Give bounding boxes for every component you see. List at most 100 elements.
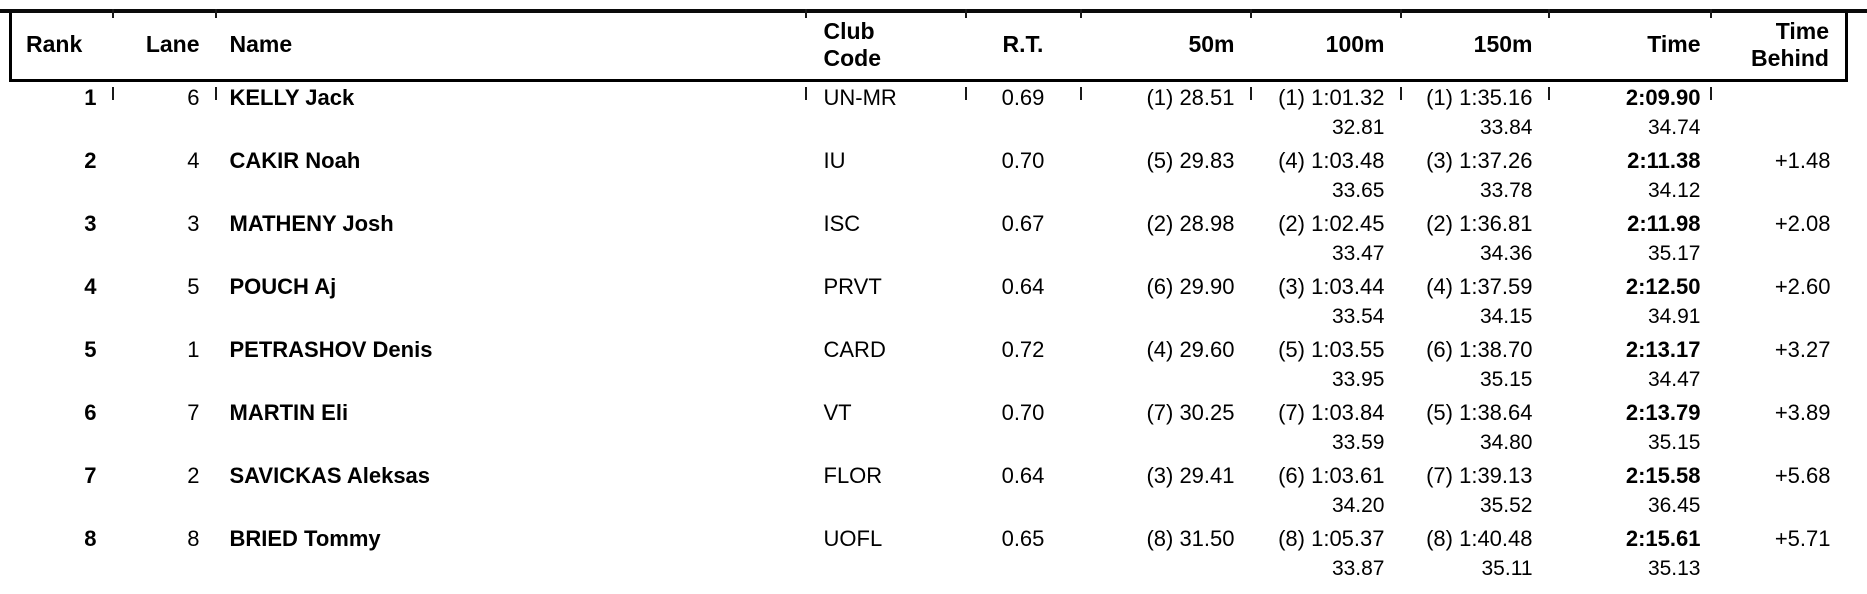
subsplit-empty-cell [1711, 428, 1847, 458]
subsplit-last-50m-cell: 34.12 [1647, 179, 1701, 202]
split-50m-cell: (4) 29.60 [1146, 337, 1235, 362]
final-time-cell: 2:15.61 [1625, 526, 1701, 551]
time-behind-cell: +5.71 [1774, 526, 1831, 551]
subsplit-spacer-cell [11, 554, 1251, 584]
reaction-time-cell: 0.65 [1001, 526, 1045, 551]
time-behind-cell: +1.48 [1774, 148, 1831, 173]
time-behind-cell: +3.89 [1774, 400, 1831, 425]
subsplit-empty-cell [1711, 113, 1847, 143]
club-code-cell: PRVT [823, 274, 882, 299]
split-50m-cell: (8) 31.50 [1146, 526, 1235, 551]
reaction-time-cell: 0.67 [1001, 211, 1045, 236]
swimmer-name-cell: BRIED Tommy [229, 526, 381, 551]
split-50m-cell: (6) 29.90 [1146, 274, 1235, 299]
subsplit-100m-cell: 32.81 [1331, 116, 1385, 139]
column-tick [112, 9, 114, 18]
subsplit-spacer-cell [11, 428, 1251, 458]
lane-cell: 3 [187, 211, 200, 236]
column-tick [965, 9, 967, 18]
table-row: 1 6 KELLY Jack UN-MR 0.69 (1) 28.51 (1) … [11, 80, 1847, 113]
table-row: 8 8 BRIED Tommy UOFL 0.65 (8) 31.50 (8) … [11, 521, 1847, 554]
table-row-subsplits: 33.59 34.80 35.15 [11, 428, 1847, 458]
lane-cell: 2 [187, 463, 200, 488]
final-time-cell: 2:13.17 [1625, 337, 1701, 362]
reaction-time-cell: 0.72 [1001, 337, 1045, 362]
subsplit-last-50m-cell: 35.17 [1647, 242, 1701, 265]
time-behind-cell: +2.08 [1774, 211, 1831, 236]
split-50m-cell: (1) 28.51 [1146, 85, 1235, 110]
club-code-cell: VT [823, 400, 852, 425]
club-code-cell: CARD [823, 337, 886, 362]
split-150m-cell: (1) 1:35.16 [1426, 85, 1533, 110]
split-150m-cell: (7) 1:39.13 [1426, 463, 1533, 488]
subsplit-empty-cell [1711, 554, 1847, 584]
swimmer-name-cell: POUCH Aj [229, 274, 337, 299]
split-100m-cell: (5) 1:03.55 [1278, 337, 1385, 362]
rank-cell: 6 [84, 400, 97, 425]
col-header-rank: Rank [9, 9, 113, 82]
page-top-rule [0, 9, 1867, 13]
time-behind-cell: +5.68 [1774, 463, 1831, 488]
subsplit-last-50m-cell: 34.91 [1647, 305, 1701, 328]
final-time-cell: 2:09.90 [1625, 85, 1701, 110]
table-row-subsplits: 33.87 35.11 35.13 [11, 554, 1847, 584]
reaction-time-cell: 0.64 [1001, 463, 1045, 488]
club-code-cell: IU [823, 148, 846, 173]
swimmer-name-cell: PETRASHOV Denis [229, 337, 433, 362]
final-time-cell: 2:12.50 [1625, 274, 1701, 299]
column-tick [1710, 9, 1712, 18]
subsplit-spacer-cell [11, 239, 1251, 269]
subsplit-100m-cell: 33.54 [1331, 305, 1385, 328]
club-code-cell: FLOR [823, 463, 883, 488]
subsplit-last-50m-cell: 34.47 [1647, 368, 1701, 391]
split-50m-cell: (7) 30.25 [1146, 400, 1235, 425]
time-behind-cell [1711, 80, 1847, 113]
time-behind-cell: +3.27 [1774, 337, 1831, 362]
lane-cell: 4 [187, 148, 200, 173]
reaction-time-cell: 0.70 [1001, 400, 1045, 425]
table-row-subsplits: 33.54 34.15 34.91 [11, 302, 1847, 332]
lane-cell: 8 [187, 526, 200, 551]
reaction-time-cell: 0.64 [1001, 274, 1045, 299]
split-150m-cell: (2) 1:36.81 [1426, 211, 1533, 236]
subsplit-100m-cell: 34.20 [1331, 494, 1385, 517]
rank-cell: 4 [84, 274, 97, 299]
reaction-time-cell: 0.70 [1001, 148, 1045, 173]
split-50m-cell: (2) 28.98 [1146, 211, 1235, 236]
lane-cell: 5 [187, 274, 200, 299]
col-header-50m: 50m [1080, 9, 1251, 82]
column-tick [1250, 9, 1252, 18]
subsplit-last-50m-cell: 35.15 [1647, 431, 1701, 454]
subsplit-150m-cell: 34.15 [1479, 305, 1533, 328]
rank-cell: 2 [84, 148, 97, 173]
col-header-100m: 100m [1250, 9, 1401, 82]
swimmer-name-cell: MATHENY Josh [229, 211, 394, 236]
subsplit-100m-cell: 33.47 [1331, 242, 1385, 265]
results-page: Rank Lane Name Club Code R.T. 50m 100m 1… [0, 9, 1867, 594]
subsplit-last-50m-cell: 35.13 [1647, 557, 1701, 580]
table-row: 2 4 CAKIR Noah IU 0.70 (5) 29.83 (4) 1:0… [11, 143, 1847, 176]
split-100m-cell: (8) 1:05.37 [1278, 526, 1385, 551]
subsplit-150m-cell: 33.78 [1479, 179, 1533, 202]
club-code-cell: ISC [823, 211, 861, 236]
col-header-time: Time [1548, 9, 1711, 82]
subsplit-150m-cell: 35.11 [1481, 557, 1533, 580]
subsplit-100m-cell: 33.87 [1331, 557, 1385, 580]
subsplit-100m-cell: 33.95 [1331, 368, 1385, 391]
subsplit-150m-cell: 35.15 [1479, 368, 1533, 391]
time-behind-cell: +2.60 [1774, 274, 1831, 299]
subsplit-100m-cell: 33.59 [1331, 431, 1385, 454]
col-header-club-code: Club Code [805, 9, 966, 82]
rank-cell: 3 [84, 211, 97, 236]
club-code-cell: UN-MR [823, 85, 897, 110]
split-150m-cell: (5) 1:38.64 [1426, 400, 1533, 425]
subsplit-last-50m-cell: 34.74 [1647, 116, 1701, 139]
split-150m-cell: (6) 1:38.70 [1426, 337, 1533, 362]
table-row: 5 1 PETRASHOV Denis CARD 0.72 (4) 29.60 … [11, 332, 1847, 365]
table-row: 6 7 MARTIN Eli VT 0.70 (7) 30.25 (7) 1:0… [11, 395, 1847, 428]
lane-cell: 1 [187, 337, 200, 362]
column-tick [1400, 9, 1402, 18]
table-row-subsplits: 34.20 35.52 36.45 [11, 491, 1847, 521]
column-tick [1080, 9, 1082, 18]
split-100m-cell: (7) 1:03.84 [1278, 400, 1385, 425]
